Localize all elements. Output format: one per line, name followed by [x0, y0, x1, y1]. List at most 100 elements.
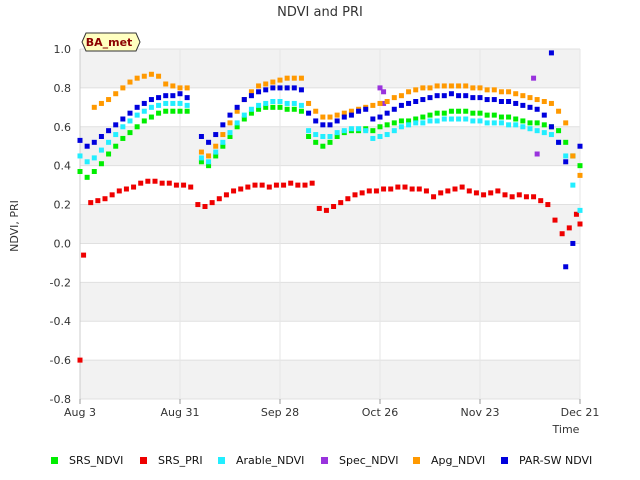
data-point [306, 100, 312, 106]
legend-item[interactable]: SRS_NDVI [51, 454, 123, 467]
data-point [341, 110, 347, 116]
data-point [277, 77, 283, 83]
data-point [198, 159, 204, 165]
legend-swatch [140, 457, 147, 464]
station-label-box: BA_met [81, 32, 141, 52]
data-point [484, 97, 490, 103]
data-point [563, 264, 569, 270]
data-point [248, 110, 254, 116]
y-tick-label: -0.4 [50, 315, 71, 328]
data-point [206, 163, 212, 169]
data-point [291, 100, 297, 106]
data-point [370, 116, 376, 122]
data-point [181, 182, 187, 188]
data-point [398, 124, 404, 130]
data-point [406, 118, 412, 124]
data-point [209, 200, 215, 206]
data-point [431, 194, 437, 200]
data-point [363, 106, 369, 112]
data-point [213, 132, 219, 138]
legend-item[interactable]: Apg_NDVI [413, 454, 485, 467]
data-point [463, 93, 469, 99]
data-point [552, 217, 558, 223]
data-point [513, 116, 519, 122]
data-point [495, 188, 501, 194]
data-point [484, 120, 490, 126]
data-point [527, 104, 533, 110]
data-point [170, 108, 176, 114]
data-point [277, 104, 283, 110]
data-point [156, 110, 162, 116]
data-point [348, 108, 354, 114]
data-point [327, 134, 333, 139]
background-band [80, 126, 580, 166]
data-point [541, 112, 547, 118]
legend-item[interactable]: PAR-SW NDVI [501, 454, 592, 467]
data-point [420, 114, 426, 120]
data-point [409, 186, 415, 192]
data-point [306, 128, 312, 134]
data-point [270, 79, 276, 85]
data-point [159, 180, 165, 186]
data-point [127, 110, 133, 116]
data-point [548, 50, 554, 56]
data-point [220, 122, 226, 128]
data-point [534, 151, 540, 157]
data-point [288, 180, 294, 186]
data-point [184, 102, 190, 108]
data-point [284, 100, 290, 106]
data-point [577, 221, 583, 227]
data-point [359, 190, 365, 196]
data-point [234, 104, 240, 110]
data-point [366, 188, 372, 194]
data-point [327, 139, 333, 145]
data-point [213, 153, 219, 159]
data-point [263, 81, 269, 87]
data-point [548, 100, 554, 106]
data-point [563, 153, 569, 159]
data-point [166, 180, 172, 186]
data-point [95, 198, 101, 204]
data-point [84, 174, 90, 180]
legend-swatch [218, 457, 225, 464]
data-point [77, 153, 83, 159]
legend-label: SRS_NDVI [69, 454, 123, 467]
data-point [420, 85, 426, 91]
data-point [331, 204, 337, 209]
x-axis-label: Time [552, 423, 580, 436]
data-point [291, 75, 297, 81]
data-point [356, 126, 362, 132]
data-point [498, 99, 504, 104]
x-axis-ticks: Aug 3 Aug 31 Sep 28 Oct 26 Nov 23 Dec 21 [64, 399, 599, 419]
legend-item[interactable]: Arable_NDVI [218, 454, 304, 467]
data-point [456, 83, 462, 89]
data-point [220, 139, 226, 145]
data-point [416, 186, 422, 192]
data-point [252, 182, 258, 188]
data-point [106, 128, 112, 134]
data-point [127, 130, 133, 136]
data-point [509, 194, 515, 200]
data-point [184, 108, 190, 114]
data-point [213, 143, 219, 149]
data-point [577, 163, 583, 169]
data-point [313, 139, 319, 145]
x-tick-label: Aug 3 [64, 406, 96, 419]
data-point [120, 135, 126, 141]
data-point [98, 100, 104, 106]
legend-item[interactable]: Spec_NDVI [321, 454, 399, 467]
y-tick-label: 0.8 [54, 82, 72, 95]
legend-item[interactable]: SRS_PRI [140, 454, 203, 467]
data-point [456, 116, 462, 122]
data-point [256, 106, 262, 112]
data-point [334, 134, 340, 139]
data-point [256, 89, 262, 95]
data-point [213, 149, 219, 155]
data-point [545, 202, 551, 208]
data-point [377, 114, 383, 120]
station-label-background [81, 32, 141, 52]
data-point [227, 112, 233, 118]
data-point [413, 99, 419, 104]
data-point [141, 100, 147, 106]
